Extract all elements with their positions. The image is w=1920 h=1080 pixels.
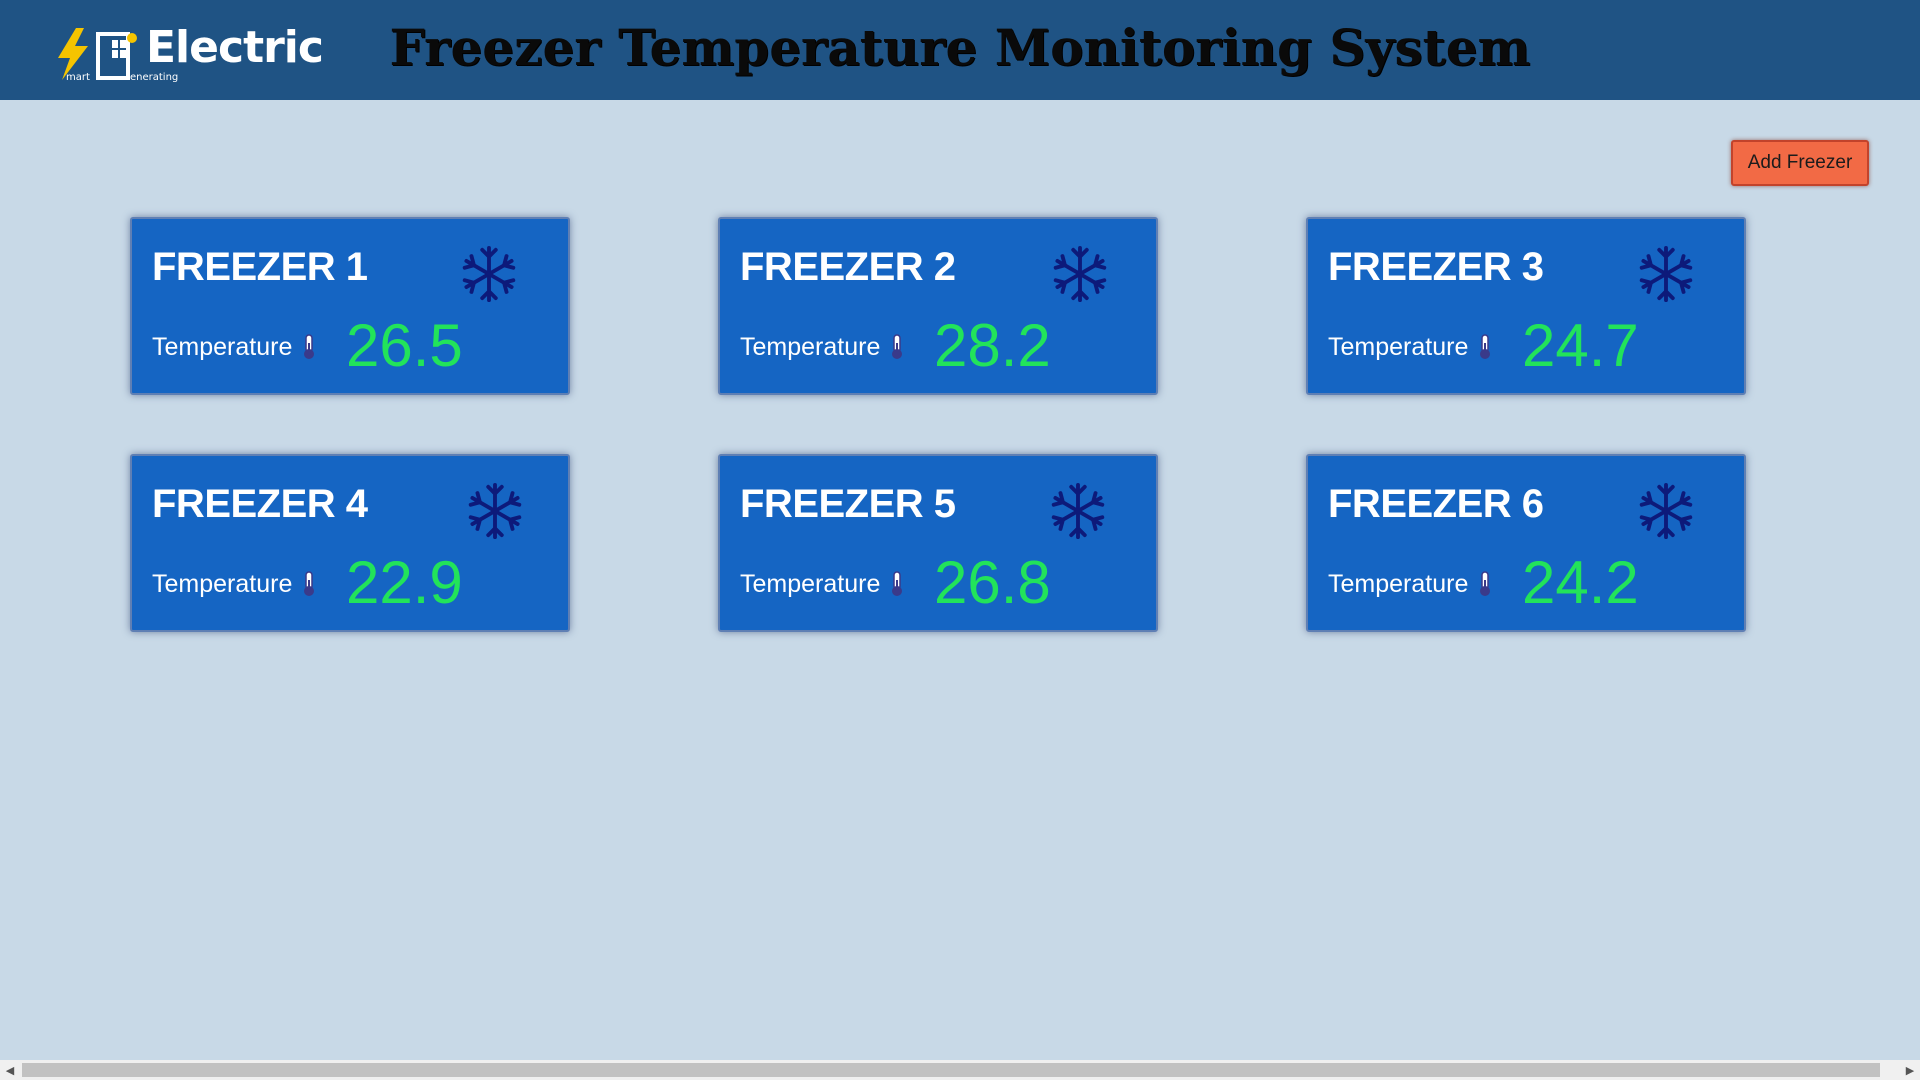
freezer-card[interactable]: FREEZER 1 Temperature 26.5	[130, 217, 570, 395]
thermometer-icon	[890, 571, 904, 601]
temperature-label: Temperature	[740, 570, 881, 598]
page-title: Freezer Temperature Monitoring System	[389, 18, 1531, 77]
snowflake-icon	[1637, 245, 1695, 307]
logo-subtext-left: mart	[66, 72, 90, 83]
freezer-name: FREEZER 4	[152, 482, 368, 526]
snowflake-icon	[460, 245, 518, 307]
lightning-icon	[58, 28, 88, 80]
freezer-name: FREEZER 6	[1328, 482, 1544, 526]
scrollbar-thumb[interactable]	[22, 1063, 1880, 1077]
temperature-label: Temperature	[1328, 570, 1469, 598]
header-bar: Electric mart enerating Freezer Temperat…	[0, 0, 1920, 100]
brand-logo: Electric mart enerating	[56, 22, 326, 88]
thermometer-icon	[890, 334, 904, 364]
temperature-value: 26.5	[346, 312, 463, 379]
thermometer-icon	[302, 571, 316, 601]
thermometer-icon	[1478, 571, 1492, 601]
solar-panel-icon	[96, 32, 137, 80]
freezer-card[interactable]: FREEZER 6 Temperature 24.2	[1306, 454, 1746, 632]
logo-text: Electric	[146, 22, 324, 73]
logo-subtext-right: enerating	[130, 72, 179, 83]
scroll-left-arrow-icon[interactable]: ◀	[5, 1063, 15, 1077]
snowflake-icon	[1049, 482, 1107, 544]
add-freezer-button[interactable]: Add Freezer	[1731, 140, 1869, 186]
temperature-value: 24.7	[1522, 312, 1639, 379]
snowflake-icon	[1637, 482, 1695, 544]
freezer-name: FREEZER 1	[152, 245, 368, 289]
temperature-label: Temperature	[1328, 333, 1469, 361]
thermometer-icon	[302, 334, 316, 364]
temperature-label: Temperature	[152, 333, 293, 361]
freezer-card[interactable]: FREEZER 3 Temperature 24.7	[1306, 217, 1746, 395]
snowflake-icon	[466, 482, 524, 544]
scroll-right-arrow-icon[interactable]: ▶	[1905, 1063, 1915, 1077]
freezer-name: FREEZER 2	[740, 245, 956, 289]
freezer-card[interactable]: FREEZER 5 Temperature 26.8	[718, 454, 1158, 632]
temperature-value: 22.9	[346, 549, 463, 616]
temperature-value: 28.2	[934, 312, 1051, 379]
freezer-card[interactable]: FREEZER 4 Temperature 22.9	[130, 454, 570, 632]
temperature-label: Temperature	[740, 333, 881, 361]
freezer-name: FREEZER 3	[1328, 245, 1544, 289]
snowflake-icon	[1051, 245, 1109, 307]
temperature-value: 26.8	[934, 549, 1051, 616]
thermometer-icon	[1478, 334, 1492, 364]
freezer-card[interactable]: FREEZER 2 Temperature 28.2	[718, 217, 1158, 395]
temperature-label: Temperature	[152, 570, 293, 598]
freezer-name: FREEZER 5	[740, 482, 956, 526]
temperature-value: 24.2	[1522, 549, 1639, 616]
horizontal-scrollbar[interactable]: ◀ ▶	[0, 1060, 1920, 1080]
